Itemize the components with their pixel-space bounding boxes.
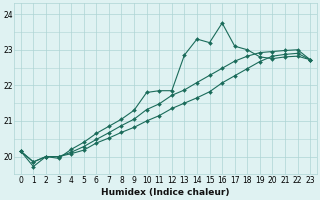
X-axis label: Humidex (Indice chaleur): Humidex (Indice chaleur): [101, 188, 230, 197]
